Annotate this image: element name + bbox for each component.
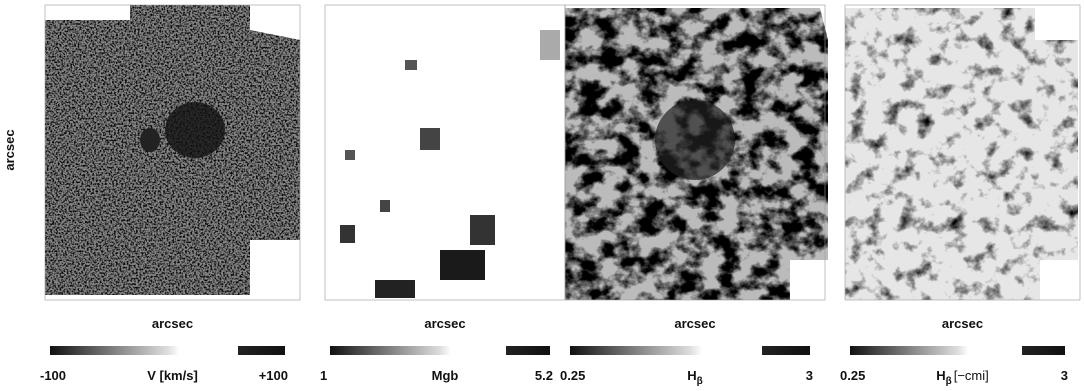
colorbar-min: -100	[40, 368, 66, 383]
blob	[440, 250, 485, 280]
panel-frame	[44, 4, 301, 301]
x-axis-label: arcsec	[424, 316, 465, 331]
y-axis-label: arcsec	[2, 129, 17, 170]
label-main: V [km/s]	[147, 368, 198, 383]
core	[165, 102, 225, 158]
blob	[380, 200, 390, 212]
hbeta-cmi-map	[845, 8, 1078, 300]
colorbar-min: 1	[320, 368, 327, 383]
knot	[140, 128, 160, 152]
colorbar-min: 0.25	[840, 368, 865, 383]
colorbar-label: V [km/s]	[147, 368, 198, 383]
colorbar-max: 3	[806, 368, 813, 383]
label-main: H	[687, 368, 696, 383]
colorbar	[330, 346, 550, 355]
colorbar-label: Hβ	[687, 368, 703, 387]
colorbar-max: +100	[259, 368, 288, 383]
label-main: H	[936, 368, 945, 383]
blob	[375, 280, 415, 298]
map-texture	[845, 8, 1078, 300]
mgb-map	[340, 30, 560, 298]
core	[655, 100, 735, 180]
x-axis-label: arcsec	[152, 316, 193, 331]
velocity-map	[45, 5, 300, 295]
colorbar-label: Mgb	[432, 368, 459, 383]
label-main: Mgb	[432, 368, 459, 383]
panel-frame	[844, 4, 1081, 301]
colorbar-label: Hβ [−cmi]	[936, 368, 989, 387]
label-sub: β	[697, 376, 703, 387]
labels: arcsec -100 +100 V [km/s] arcsec 1 5.2 Mgb arcse…	[40, 4, 1081, 387]
map-texture	[45, 5, 300, 295]
colorbar	[850, 346, 1065, 355]
hbeta-map	[565, 8, 828, 300]
colorbar	[570, 346, 810, 355]
label-sub: β	[946, 376, 952, 387]
blob	[345, 150, 355, 160]
colorbar-max: 3	[1061, 368, 1068, 383]
colorbar-max: 5.2	[535, 368, 553, 383]
blob	[405, 60, 417, 70]
label-suffix: [−cmi]	[954, 368, 989, 383]
blob	[420, 128, 440, 150]
x-axis-label: arcsec	[942, 316, 983, 331]
x-axis-label: arcsec	[674, 316, 715, 331]
panel-frame	[564, 4, 826, 301]
colorbar	[50, 346, 285, 355]
blob	[340, 225, 355, 243]
colorbar-min: 0.25	[560, 368, 585, 383]
blob	[470, 215, 495, 245]
blob	[540, 30, 560, 60]
